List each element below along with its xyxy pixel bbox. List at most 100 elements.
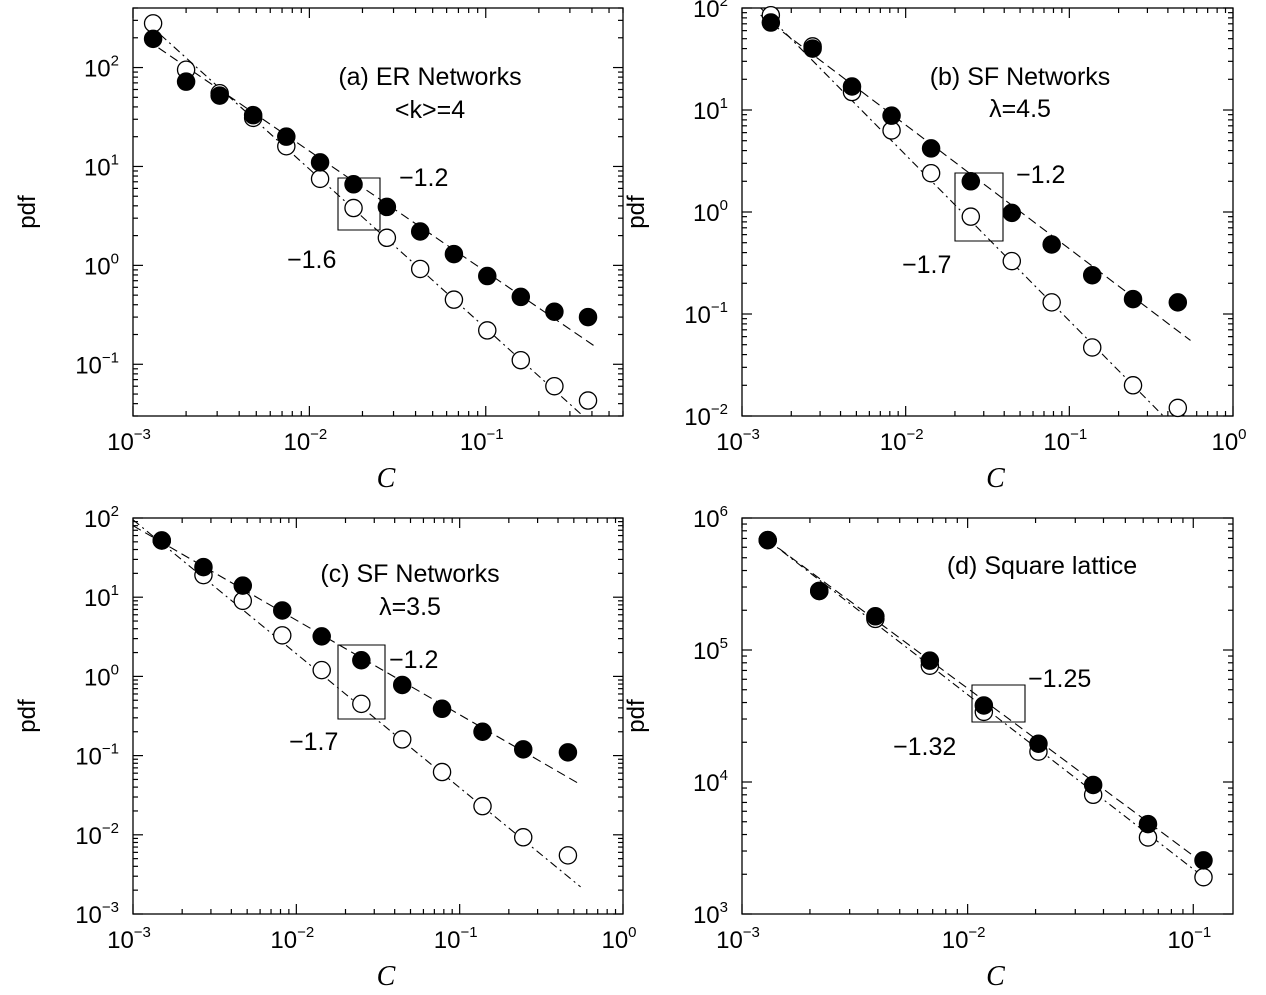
filled-data-point <box>473 722 492 742</box>
y-tick-label: 100 <box>84 250 119 280</box>
panel-title: (a) ER Networks <box>338 63 521 91</box>
x-tick-label: 100 <box>1211 426 1246 456</box>
y-tick-label: 102 <box>693 0 728 23</box>
x-tick-label: 10−1 <box>434 924 478 954</box>
fit-line-dashdot <box>760 8 1165 416</box>
filled-data-point <box>1042 235 1061 254</box>
y-axis-label: pdf <box>623 699 650 733</box>
open-data-point <box>1123 376 1143 395</box>
filled-data-point <box>578 307 598 327</box>
filled-data-point <box>961 172 981 191</box>
filled-data-point <box>882 106 901 125</box>
y-tick-label: 10−1 <box>75 349 119 379</box>
open-data-point <box>1002 251 1022 271</box>
slope-label-open: −1.7 <box>289 728 338 756</box>
slope-triangle-upper <box>337 177 381 204</box>
open-data-point <box>578 391 598 410</box>
chart-panel-c: 10−3 10−2 10−1 100 10−3 10−2 10−1 100 101 102 Cpdf… <box>14 503 637 992</box>
y-tick-label: 10−3 <box>75 899 119 929</box>
y-tick-label: 101 <box>84 151 119 181</box>
y-tick-label: 10−1 <box>684 299 728 329</box>
filled-data-point <box>478 266 497 286</box>
filled-data-point <box>1029 734 1048 753</box>
y-axis-label: pdf <box>623 195 650 229</box>
filled-data-point <box>377 197 397 217</box>
filled-data-point <box>513 740 533 759</box>
open-data-point <box>410 259 430 279</box>
filled-data-point <box>545 302 564 321</box>
x-tick-label: 10−3 <box>716 426 760 456</box>
filled-data-point <box>312 627 331 646</box>
x-tick-label: 10−2 <box>283 426 327 456</box>
open-data-point <box>1082 338 1102 357</box>
slope-triangle-upper <box>954 172 1004 207</box>
filled-data-point <box>410 222 430 241</box>
panel-parameter: <k>=4 <box>395 96 465 124</box>
y-tick-label: 101 <box>693 95 728 125</box>
y-tick-label: 105 <box>693 635 728 665</box>
panel-title: (b) SF Networks <box>930 63 1111 91</box>
slope-triangle-upper <box>337 644 386 682</box>
open-data-point <box>511 350 531 370</box>
x-tick-label: 10−1 <box>460 426 504 456</box>
y-tick-label: 100 <box>84 661 119 691</box>
filled-data-point <box>194 557 213 577</box>
filled-data-point <box>921 139 941 158</box>
y-tick-label: 102 <box>84 503 119 533</box>
y-axis-label: pdf <box>14 699 41 733</box>
filled-data-point <box>1083 775 1103 795</box>
filled-data-point <box>273 601 292 620</box>
open-data-point <box>392 730 412 749</box>
y-tick-label: 102 <box>84 53 119 83</box>
filled-data-point <box>143 29 163 49</box>
filled-data-point <box>152 531 172 550</box>
filled-data-point <box>352 650 371 670</box>
open-data-point <box>344 198 363 218</box>
open-data-point <box>545 376 564 396</box>
plot-frame <box>132 7 624 417</box>
slope-triangle-lower <box>971 703 1026 723</box>
slope-triangle-lower <box>337 682 386 720</box>
slope-label-open: −1.32 <box>893 733 956 761</box>
filled-data-point <box>758 530 777 550</box>
slope-label-open: −1.6 <box>287 246 336 274</box>
slope-label-filled: −1.2 <box>389 646 438 674</box>
y-tick-label: 10−1 <box>75 741 119 771</box>
filled-data-point <box>1002 203 1022 223</box>
filled-data-point <box>176 72 196 91</box>
filled-data-point <box>866 607 885 626</box>
filled-data-point <box>842 77 862 96</box>
y-tick-label: 106 <box>693 503 728 533</box>
y-tick-label: 104 <box>693 767 728 797</box>
x-tick-label: 10−2 <box>942 924 986 954</box>
open-data-point <box>513 828 533 847</box>
panel-parameter: λ=4.5 <box>989 95 1051 123</box>
filled-data-point <box>803 39 822 58</box>
filled-data-point <box>974 696 994 715</box>
plot-frame <box>741 517 1234 915</box>
slope-triangle-lower <box>337 204 381 231</box>
open-data-point <box>1194 867 1213 887</box>
open-data-point <box>312 660 331 680</box>
filled-data-point <box>432 699 452 719</box>
open-data-point <box>377 228 397 248</box>
filled-data-point <box>1194 851 1213 870</box>
x-tick-label: 10−2 <box>880 426 924 456</box>
open-data-point <box>352 694 371 714</box>
filled-data-point <box>558 743 578 762</box>
filled-data-point <box>1082 265 1102 285</box>
filled-data-point <box>243 105 263 125</box>
y-tick-label: 10−2 <box>75 820 119 850</box>
x-axis-label: C <box>986 463 1005 494</box>
open-data-point <box>478 321 497 340</box>
x-tick-label: 10−3 <box>716 924 760 954</box>
open-data-point <box>558 846 578 865</box>
filled-data-point <box>810 581 829 601</box>
open-data-point <box>473 796 492 816</box>
slope-label-filled: −1.2 <box>1016 161 1065 189</box>
filled-data-point <box>344 175 363 194</box>
x-axis-label: C <box>986 961 1005 992</box>
panel-parameter: λ=3.5 <box>379 593 441 621</box>
